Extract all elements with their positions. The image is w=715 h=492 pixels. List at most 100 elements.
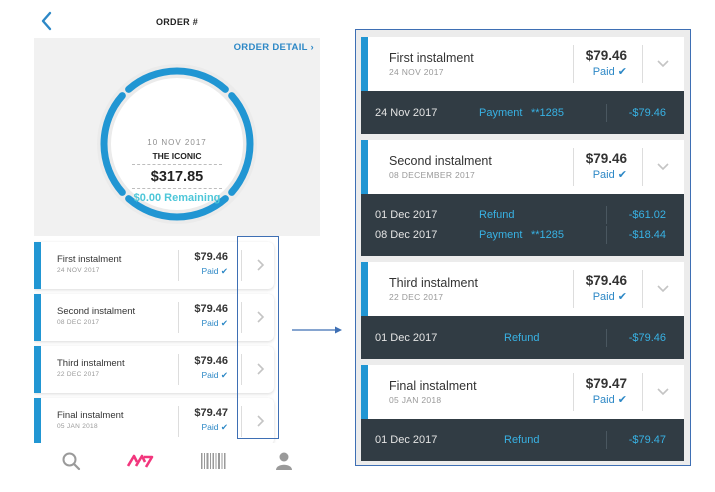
checkmark-icon: ✔ [220,318,228,328]
ring-segment [228,92,254,196]
chevron-down-icon[interactable] [656,386,670,396]
transaction-type: Payment [479,107,523,119]
transaction-amount: -$18.44 [628,229,666,241]
transaction-amount: -$79.46 [628,107,666,119]
divider [241,406,242,437]
expanded-instalment-third[interactable]: Third instalment 22 DEC 2017 $79.46 Paid… [361,262,684,316]
instalment-date: 05 JAN 2018 [57,423,98,430]
transaction-row: 01 Dec 2017 Refund -$61.02 [361,205,684,225]
transaction-row: 08 Dec 2017 Payment **1285 -$18.44 [361,225,684,245]
page-title: ORDER # [155,17,199,27]
instalment-name: Second instalment [57,306,136,317]
barcode-icon[interactable] [200,451,226,471]
instalment-accent-bar [361,262,368,316]
paid-status: Paid ✔ [201,266,228,277]
divider [573,270,574,308]
chevron-right-icon[interactable] [255,258,265,272]
instalment-card-final[interactable]: Final instalment 05 JAN 2018 $79.47 Paid… [34,398,274,445]
chevron-down-icon[interactable] [656,283,670,293]
instalment-card-third[interactable]: Third instalment 22 DEC 2017 $79.46 Paid… [34,346,274,393]
paid-status: Paid ✔ [593,65,627,78]
instalment-accent-bar [34,294,41,341]
instalment-amount: $79.47 [585,376,627,391]
back-button[interactable] [38,10,58,32]
paid-status: Paid ✔ [593,393,627,406]
transaction-list-second: 01 Dec 2017 Refund -$61.02 08 Dec 2017 P… [361,194,684,256]
instalment-name: Final instalment [57,410,124,421]
paid-label: Paid [201,370,219,380]
instalment-date: 24 NOV 2017 [57,267,100,274]
divider [178,302,179,333]
chevron-right-icon: › [310,42,314,53]
ring-segments [100,67,254,221]
paid-status: Paid ✔ [201,370,228,381]
divider [178,250,179,281]
transaction-date: 08 Dec 2017 [375,229,438,241]
divider [606,226,607,244]
tab-bar [34,443,320,486]
arrow-right-icon [292,326,342,334]
transaction-date: 24 Nov 2017 [375,107,438,119]
instalment-date: 24 NOV 2017 [389,67,444,77]
checkmark-icon: ✔ [220,422,228,432]
divider [642,45,643,83]
paid-label: Paid [201,266,219,276]
chevron-right-icon[interactable] [255,362,265,376]
order-detail-label: ORDER DETAIL [233,42,308,53]
paid-label: Paid [201,318,219,328]
transaction-list-third: 01 Dec 2017 Refund -$79.46 [361,316,684,359]
expanded-instalments-panel: First instalment 24 NOV 2017 $79.46 Paid… [355,29,691,466]
chevron-down-icon[interactable] [656,161,670,171]
transaction-type: Refund [479,209,515,221]
instalment-amount: $79.46 [194,251,228,263]
divider [606,329,607,347]
divider [573,45,574,83]
instalment-date: 08 DECEMBER 2017 [389,170,476,180]
paid-label: Paid [592,66,615,78]
divider [573,373,574,411]
ring-segment [125,67,229,93]
search-icon[interactable] [61,451,81,471]
divider [606,104,607,122]
instalment-name: First instalment [389,51,474,65]
transaction-list-first: 24 Nov 2017 Payment **1285 -$79.46 [361,91,684,134]
transaction-list-final: 01 Dec 2017 Refund -$79.47 [361,419,684,461]
transaction-date: 01 Dec 2017 [375,209,438,221]
instalment-amount: $79.47 [194,407,228,419]
ring-segment [125,195,229,221]
paid-status: Paid ✔ [593,168,627,181]
instalment-date: 05 JAN 2018 [389,395,442,405]
instalment-card-second[interactable]: Second instalment 08 DEC 2017 $79.46 Pai… [34,294,274,341]
remaining-amount: $0.00 Remaining [133,192,221,204]
instalment-name: Third instalment [389,276,478,290]
transaction-row: 24 Nov 2017 Payment **1285 -$79.46 [361,103,684,123]
instalment-amount: $79.46 [194,355,228,367]
profile-icon[interactable] [275,451,293,471]
afterpay-logo-icon[interactable] [126,453,154,469]
payment-progress-ring [97,64,257,224]
phone-screen: ORDER # ORDER DETAIL › 10 NOV 2017 THE I… [34,6,320,486]
instalment-date: 22 DEC 2017 [57,371,100,378]
transaction-date: 01 Dec 2017 [375,332,438,344]
expanded-instalment-final[interactable]: Final instalment 05 JAN 2018 $79.47 Paid… [361,365,684,419]
card-number: **1285 [531,107,565,119]
expanded-instalment-second[interactable]: Second instalment 08 DECEMBER 2017 $79.4… [361,140,684,194]
chevron-down-icon[interactable] [656,58,670,68]
chevron-left-icon [41,11,52,31]
chevron-right-icon[interactable] [255,414,265,428]
expanded-instalment-first[interactable]: First instalment 24 NOV 2017 $79.46 Paid… [361,37,684,91]
transaction-amount: -$79.47 [628,434,666,446]
chevron-right-icon[interactable] [255,310,265,324]
order-detail-link[interactable]: ORDER DETAIL › [234,42,314,53]
divider [606,431,607,449]
instalment-accent-bar [34,346,41,393]
order-date: 10 NOV 2017 [147,138,207,147]
transaction-date: 01 Dec 2017 [375,434,438,446]
instalment-date: 08 DEC 2017 [57,319,100,326]
divider [642,270,643,308]
paid-label: Paid [592,169,615,181]
paid-label: Paid [592,394,615,406]
instalment-card-first[interactable]: First instalment 24 NOV 2017 $79.46 Paid… [34,242,274,289]
order-total: $317.85 [150,169,204,185]
divider [606,206,607,224]
